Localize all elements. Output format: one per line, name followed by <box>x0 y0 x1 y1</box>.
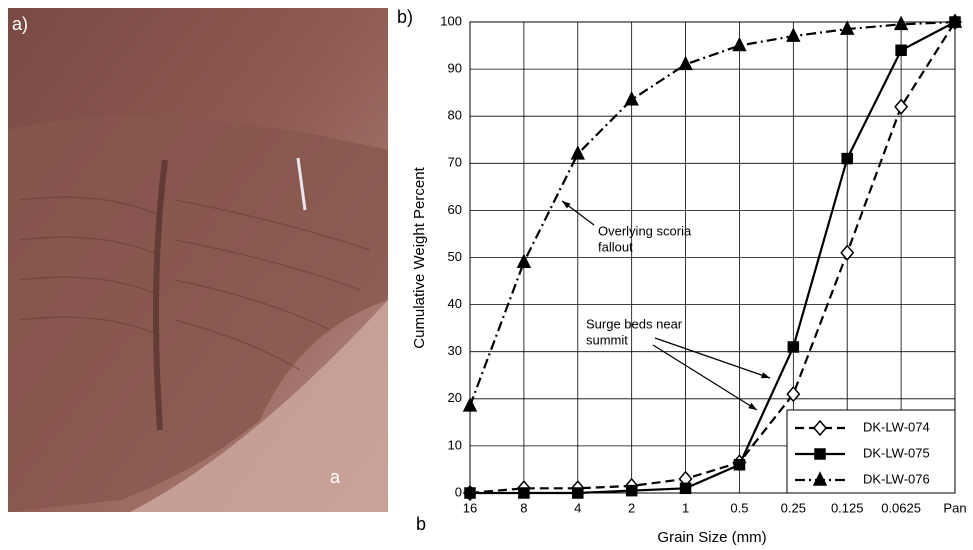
y-axis-label: Cumulative Weight Percent <box>411 166 428 348</box>
y-tick-label: 30 <box>448 343 462 358</box>
point <box>896 45 906 55</box>
x-tick-label: 4 <box>574 500 581 515</box>
legend-label: DK-LW-074 <box>863 419 930 434</box>
photo-annotation: a <box>330 467 341 487</box>
y-tick-label: 50 <box>448 249 462 264</box>
legend-label: DK-LW-075 <box>863 445 930 460</box>
x-tick-label: 0.25 <box>781 500 806 515</box>
point <box>573 488 583 498</box>
x-tick-label: 2 <box>628 500 635 515</box>
x-tick-label: 0.125 <box>831 500 864 515</box>
x-tick-label: Pan <box>943 500 966 515</box>
point <box>519 488 529 498</box>
point <box>734 460 744 470</box>
annotation: fallout <box>598 239 633 254</box>
panel-annotation: b <box>416 514 426 534</box>
annotation: Overlying scoria <box>598 223 692 238</box>
annotation: Surge beds near <box>586 316 683 331</box>
y-tick-label: 60 <box>448 202 462 217</box>
page: a) a b) b Grain Size (mm) Cumulative Wei… <box>0 0 973 550</box>
legend: DK-LW-074 DK-LW-075 DK-LW-076 <box>787 410 955 493</box>
y-tick-label: 80 <box>448 108 462 123</box>
x-axis-label: Grain Size (mm) <box>657 529 766 546</box>
legend-label: DK-LW-076 <box>863 471 930 486</box>
point <box>788 342 798 352</box>
y-tick-label: 100 <box>440 13 462 28</box>
x-tick-label: 16 <box>463 500 477 515</box>
legend-marker <box>815 449 825 459</box>
x-tick-label: 1 <box>682 500 689 515</box>
panel-label: a) <box>12 14 28 34</box>
y-tick-label: 70 <box>448 155 462 170</box>
x-tick-label: 8 <box>520 500 527 515</box>
point <box>627 486 637 496</box>
x-tick-label: 0.0625 <box>881 500 921 515</box>
y-tick-label: 0 <box>455 484 462 499</box>
panel-label: b) <box>397 7 413 27</box>
y-tick-label: 40 <box>448 296 462 311</box>
y-tick-label: 10 <box>448 437 462 452</box>
point <box>681 483 691 493</box>
annotation: summit <box>586 332 628 347</box>
figure: a) a b) b Grain Size (mm) Cumulative Wei… <box>0 0 973 550</box>
y-tick-label: 90 <box>448 61 462 76</box>
point <box>465 488 475 498</box>
photo: a) a <box>8 8 388 512</box>
x-tick-label: 0.5 <box>730 500 748 515</box>
point <box>842 154 852 164</box>
y-tick-label: 20 <box>448 390 462 405</box>
